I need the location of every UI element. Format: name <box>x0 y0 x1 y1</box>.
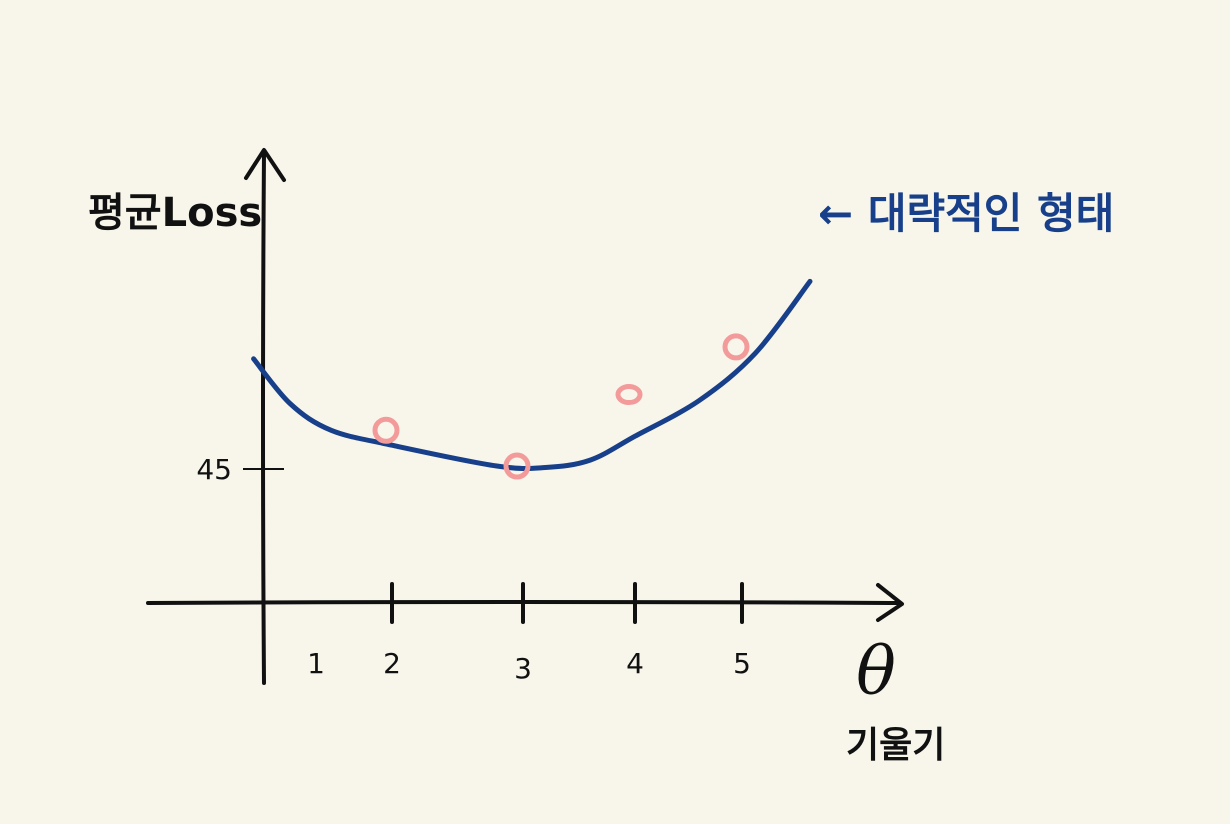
x-tick-label: 4 <box>626 647 644 680</box>
y-axis-arrowhead <box>244 148 286 182</box>
data-point <box>372 416 400 444</box>
x-axis-arrowhead <box>876 583 904 622</box>
x-tick-label: 1 <box>307 647 325 680</box>
y-axis <box>261 150 266 685</box>
data-point <box>503 452 531 480</box>
x-axis-title: 기울기 <box>846 725 945 766</box>
x-tick-label: 5 <box>733 647 751 680</box>
x-ticks: 1 2 3 4 5 <box>307 582 751 685</box>
curve-annotation: ← 대략적인 형태 <box>818 189 1114 238</box>
x-tick-label: 2 <box>383 647 401 680</box>
points-group <box>372 333 750 480</box>
y-tick-label: 45 <box>196 453 232 486</box>
data-point <box>615 384 643 406</box>
x-tick-label: 3 <box>514 652 532 685</box>
approximate-curve <box>251 278 813 472</box>
x-axis-symbol: θ <box>856 633 896 710</box>
curve-group <box>251 278 813 472</box>
data-point <box>722 333 750 361</box>
y-axis-title: 평균Loss <box>88 190 262 236</box>
